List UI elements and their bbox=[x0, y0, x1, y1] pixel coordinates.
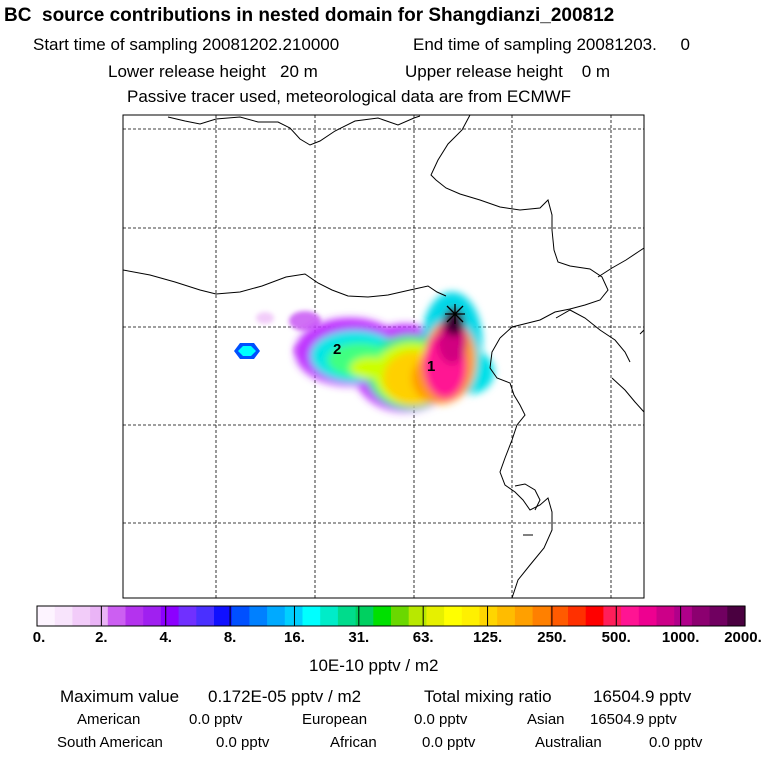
colorbar-segment bbox=[284, 606, 304, 626]
colorbar-frame bbox=[36, 605, 746, 627]
colorbar-segment bbox=[143, 606, 162, 626]
colorbar-tick-label: 2000. bbox=[724, 629, 762, 646]
region-name-south-american: South American bbox=[57, 734, 163, 751]
colorbar-segment bbox=[72, 606, 91, 626]
colorbar-segment bbox=[160, 606, 180, 626]
colorbar-segment bbox=[479, 606, 498, 626]
colorbar-segment bbox=[373, 606, 392, 626]
colorbar-segment bbox=[568, 606, 587, 626]
max-value-label: Maximum value bbox=[60, 687, 180, 706]
region-name-african: African bbox=[330, 734, 377, 751]
colorbar-segment bbox=[497, 606, 516, 626]
source-label-2: 2 bbox=[333, 341, 341, 358]
colorbar-tick-label: 500. bbox=[602, 629, 631, 646]
coastlines bbox=[123, 115, 644, 598]
lower-release-height: Lower release height 20 m bbox=[108, 62, 318, 81]
plot-title: BC source contributions in nested domain… bbox=[4, 5, 615, 26]
max-value: 0.172E-05 pptv / m2 bbox=[208, 687, 362, 706]
end-time: End time of sampling 20081203. 0 bbox=[413, 35, 690, 54]
colorbar-segment bbox=[532, 606, 551, 626]
colorbar-segment bbox=[674, 606, 693, 626]
colorbar-segment bbox=[37, 606, 56, 626]
colorbar-segment bbox=[585, 606, 604, 626]
colorbar bbox=[37, 606, 746, 626]
plume-tail bbox=[256, 311, 321, 356]
colorbar-segment bbox=[550, 606, 569, 626]
colorbar-ticks: 0. 2. 4. 8. 16. 31. 63. 125. 250. 500. 1000. 2000. bbox=[33, 606, 762, 646]
colorbar-segment bbox=[302, 606, 321, 626]
colorbar-segment bbox=[267, 606, 286, 626]
source-label-1: 1 bbox=[427, 358, 435, 375]
colorbar-segment bbox=[355, 606, 374, 626]
colorbar-segment bbox=[691, 606, 711, 626]
colorbar-segment bbox=[337, 606, 357, 626]
colorbar-segment bbox=[214, 606, 233, 626]
region-value-south-american: 0.0 pptv bbox=[216, 734, 270, 751]
colorbar-segment bbox=[603, 606, 622, 626]
colorbar-tick-label: 8. bbox=[224, 629, 237, 646]
region-name-european: European bbox=[302, 711, 368, 728]
plume-island bbox=[234, 343, 260, 359]
colorbar-tick-label: 2. bbox=[95, 629, 108, 646]
colorbar-segment bbox=[249, 606, 268, 626]
colorbar-segment bbox=[444, 606, 463, 626]
region-value-african: 0.0 pptv bbox=[422, 734, 476, 751]
colorbar-tick-label: 16. bbox=[284, 629, 305, 646]
colorbar-segment bbox=[709, 606, 728, 626]
total-mixing-value: 16504.9 pptv bbox=[593, 687, 692, 706]
colorbar-tick-label: 250. bbox=[537, 629, 566, 646]
colorbar-tick-label: 1000. bbox=[662, 629, 700, 646]
colorbar-tick-label: 31. bbox=[348, 629, 369, 646]
tracer-note: Passive tracer used, meteorological data… bbox=[127, 87, 572, 106]
region-value-australian: 0.0 pptv bbox=[649, 734, 703, 751]
region-name-american: American bbox=[77, 711, 141, 728]
colorbar-tick-label: 0. bbox=[33, 629, 46, 646]
colorbar-segment bbox=[638, 606, 658, 626]
colorbar-segment bbox=[408, 606, 427, 626]
region-value-european: 0.0 pptv bbox=[414, 711, 468, 728]
colorbar-tick-label: 125. bbox=[473, 629, 502, 646]
colorbar-segment bbox=[178, 606, 197, 626]
colorbar-segment bbox=[320, 606, 339, 626]
colorbar-tick-label: 63. bbox=[413, 629, 434, 646]
colorbar-segment bbox=[231, 606, 250, 626]
colorbar-tick-label: 4. bbox=[159, 629, 172, 646]
colorbar-segment bbox=[461, 606, 481, 626]
plume bbox=[256, 311, 321, 356]
region-name-asian: Asian bbox=[527, 711, 565, 728]
upper-release-height: Upper release height 0 m bbox=[405, 62, 611, 81]
total-mixing-label: Total mixing ratio bbox=[424, 687, 552, 706]
region-value-asian: 16504.9 pptv bbox=[590, 711, 677, 728]
region-name-australian: Australian bbox=[535, 734, 602, 751]
receptor-marker bbox=[445, 304, 465, 324]
colorbar-segment bbox=[621, 606, 640, 626]
colorbar-segment bbox=[125, 606, 144, 626]
colorbar-segment bbox=[54, 606, 73, 626]
colorbar-segment bbox=[426, 606, 445, 626]
colorbar-segment bbox=[90, 606, 109, 626]
region-value-american: 0.0 pptv bbox=[189, 711, 243, 728]
colorbar-segment bbox=[107, 606, 127, 626]
colorbar-segment bbox=[656, 606, 675, 626]
colorbar-segment bbox=[391, 606, 410, 626]
colorbar-segment bbox=[196, 606, 215, 626]
colorbar-unit-label: 10E-10 pptv / m2 bbox=[309, 656, 439, 675]
start-time: Start time of sampling 20081202.210000 bbox=[33, 35, 340, 54]
colorbar-segment bbox=[514, 606, 534, 626]
colorbar-segment bbox=[727, 606, 746, 626]
